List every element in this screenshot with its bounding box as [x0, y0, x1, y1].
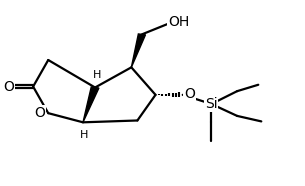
Text: H: H — [92, 70, 101, 80]
Polygon shape — [131, 34, 145, 67]
Text: O: O — [3, 80, 14, 94]
Text: O: O — [34, 106, 45, 120]
Polygon shape — [83, 87, 99, 122]
Text: H: H — [80, 130, 89, 140]
Text: O: O — [184, 87, 195, 102]
Text: Si: Si — [205, 97, 218, 111]
Text: OH: OH — [168, 15, 189, 28]
